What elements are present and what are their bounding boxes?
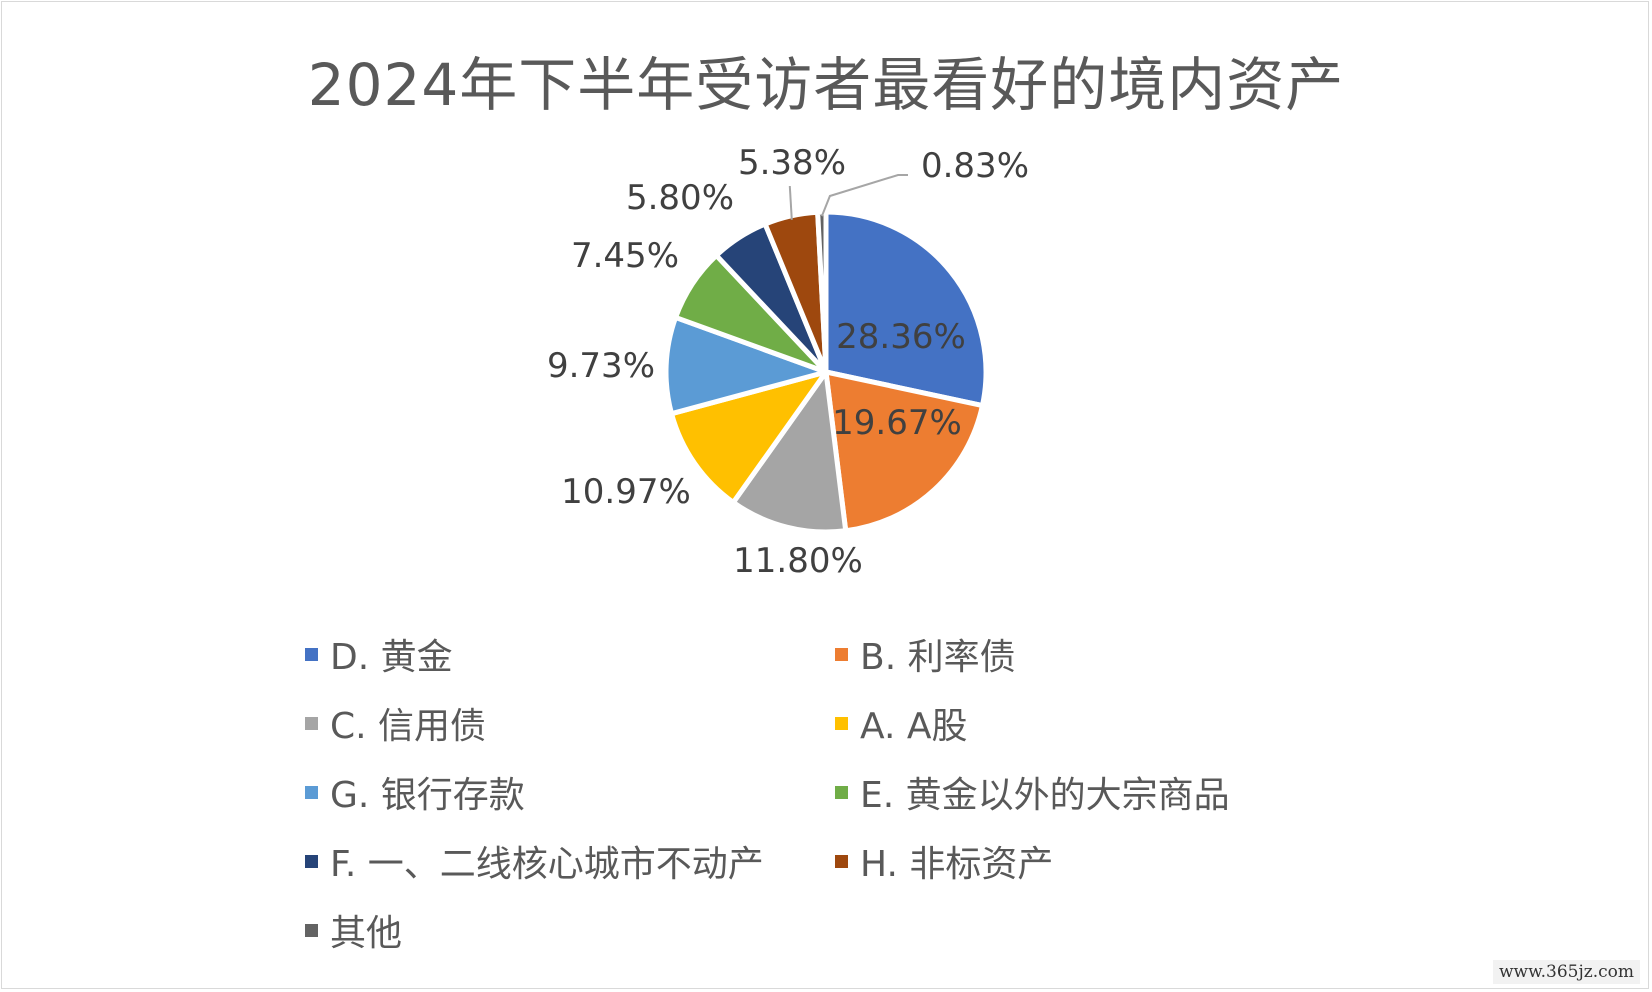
legend-item: 其他 bbox=[305, 904, 402, 956]
legend-item: E. 黄金以外的大宗商品 bbox=[835, 766, 1230, 818]
legend-item: A. A股 bbox=[835, 697, 968, 749]
legend-swatch bbox=[305, 923, 318, 937]
data-label: 10.97% bbox=[561, 472, 691, 512]
legend-label: 其他 bbox=[330, 913, 403, 954]
leader-lines bbox=[788, 174, 908, 220]
legend-swatch bbox=[835, 716, 848, 730]
legend-label: A. A股 bbox=[860, 706, 968, 747]
legend-item: G. 银行存款 bbox=[305, 766, 525, 818]
data-label: 5.80% bbox=[626, 178, 734, 218]
leader-line bbox=[788, 185, 793, 220]
data-label: 19.67% bbox=[832, 403, 962, 443]
legend-item: B. 利率债 bbox=[835, 628, 1016, 680]
data-label: 7.45% bbox=[571, 236, 679, 276]
legend-swatch bbox=[305, 854, 318, 868]
data-label: 5.38% bbox=[738, 143, 846, 183]
pie-slices bbox=[663, 209, 989, 535]
legend-label: C. 信用债 bbox=[330, 706, 487, 747]
legend-label: D. 黄金 bbox=[330, 637, 453, 678]
legend-item: H. 非标资产 bbox=[835, 835, 1053, 887]
legend-label: B. 利率债 bbox=[860, 637, 1016, 678]
legend-swatch bbox=[835, 785, 848, 799]
legend-item: C. 信用债 bbox=[305, 697, 486, 749]
pie-slice bbox=[815, 209, 829, 375]
data-label: 28.36% bbox=[836, 317, 966, 357]
watermark: www.365jz.com bbox=[1493, 960, 1640, 984]
leader-line bbox=[820, 174, 908, 217]
data-labels: 28.36% 19.67% 11.80% 10.97% 9.73% 7.45% 5.80%5… bbox=[547, 143, 1029, 581]
pie-slice bbox=[823, 369, 985, 534]
legend-swatch bbox=[835, 854, 848, 868]
legend-label: E. 黄金以外的大宗商品 bbox=[860, 775, 1230, 816]
data-label: 9.73% bbox=[547, 346, 655, 386]
pie-slice bbox=[730, 369, 849, 535]
legend-item: F. 一、二线核心城市不动产 bbox=[305, 835, 764, 887]
pie-slice bbox=[663, 314, 829, 417]
legend-swatch bbox=[305, 785, 318, 799]
pie-slice bbox=[823, 209, 989, 409]
legend-label: H. 非标资产 bbox=[860, 844, 1054, 885]
legend-swatch bbox=[305, 716, 318, 730]
legend-label: F. 一、二线核心城市不动产 bbox=[330, 844, 764, 885]
legend-swatch bbox=[305, 647, 318, 661]
data-label: 0.83% bbox=[921, 146, 1029, 186]
data-label: 11.80% bbox=[733, 541, 863, 581]
chart-title: 2024年下半年受访者最看好的境内资产 bbox=[307, 51, 1345, 119]
legend-item: D. 黄金 bbox=[305, 628, 453, 680]
legend-swatch bbox=[835, 647, 848, 661]
legend-label: G. 银行存款 bbox=[330, 775, 525, 816]
